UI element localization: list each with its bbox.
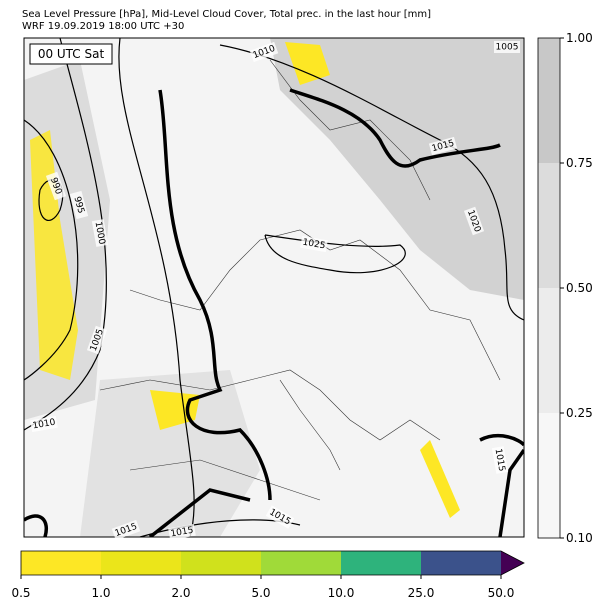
contour-label-bg xyxy=(249,41,279,63)
contour-label-bg xyxy=(91,219,109,247)
contour-label-bg xyxy=(30,415,58,433)
tick-label: 0.5 xyxy=(11,586,30,600)
cloud-colorbar: 1.00 0.75 0.50 0.25 0.10 xyxy=(537,31,593,545)
contour-label: 1015 xyxy=(170,526,194,540)
contour-label-bg xyxy=(69,190,89,220)
contour-label: 995 xyxy=(71,196,85,215)
tick-label: 1.0 xyxy=(91,586,110,600)
isobar-1015 xyxy=(289,88,501,168)
isobar-1015 xyxy=(158,89,272,501)
precip-area xyxy=(150,390,200,430)
isobar xyxy=(24,119,79,381)
tick-label: 25.0 xyxy=(408,586,435,600)
contour-label-bg xyxy=(300,235,328,253)
tick-label: 2.0 xyxy=(171,586,190,600)
subtitle: WRF 19.09.2019 18:00 UTC +30 xyxy=(22,21,184,32)
tick-label: 50.0 xyxy=(488,586,515,600)
isobar-1015 xyxy=(479,434,524,537)
isobar xyxy=(24,38,108,431)
cloud-area xyxy=(80,370,260,537)
isobar xyxy=(118,38,195,537)
tick-label: 0.50 xyxy=(566,281,593,295)
contour-label-bg xyxy=(428,136,458,156)
precip-area xyxy=(30,130,78,380)
contour-label: 1000 xyxy=(93,221,107,246)
tick-label: 0.25 xyxy=(566,406,593,420)
contour-label-bg xyxy=(45,171,67,201)
contour-label: 1010 xyxy=(32,418,57,432)
tick-label: 5.0 xyxy=(251,586,270,600)
map-frame xyxy=(23,37,525,538)
precip-area xyxy=(420,440,460,518)
precip-colorbar: 0.5 1.0 2.0 5.0 10.0 25.0 50.0 xyxy=(11,550,525,600)
time-box xyxy=(29,43,113,65)
tick-label: 1.00 xyxy=(566,31,593,45)
isobar xyxy=(219,44,524,321)
tick-label: 0.75 xyxy=(566,156,593,170)
contour-label: 1015 xyxy=(493,448,507,472)
contour-label: 1025 xyxy=(302,238,326,252)
tick-label: 0.10 xyxy=(566,531,593,545)
precip-area xyxy=(285,42,330,85)
contour-label: 1005 xyxy=(496,43,519,53)
title: Sea Level Pressure [hPa], Mid-Level Clou… xyxy=(22,9,431,20)
tick-label: 10.0 xyxy=(328,586,355,600)
isobar-1015 xyxy=(24,488,251,537)
contour-label-bg xyxy=(494,41,520,53)
contour-label-bg xyxy=(111,519,141,541)
contour-label-bg xyxy=(491,446,509,474)
contour-label-bg xyxy=(265,505,295,529)
map: 00 UTC Sat 1010 1005990995100010051010101… xyxy=(23,37,525,541)
contour-label-bg xyxy=(86,325,108,355)
time-label: 00 UTC Sat xyxy=(38,47,105,61)
contour-label-bg xyxy=(463,206,485,236)
contour-label-bg xyxy=(168,523,196,541)
